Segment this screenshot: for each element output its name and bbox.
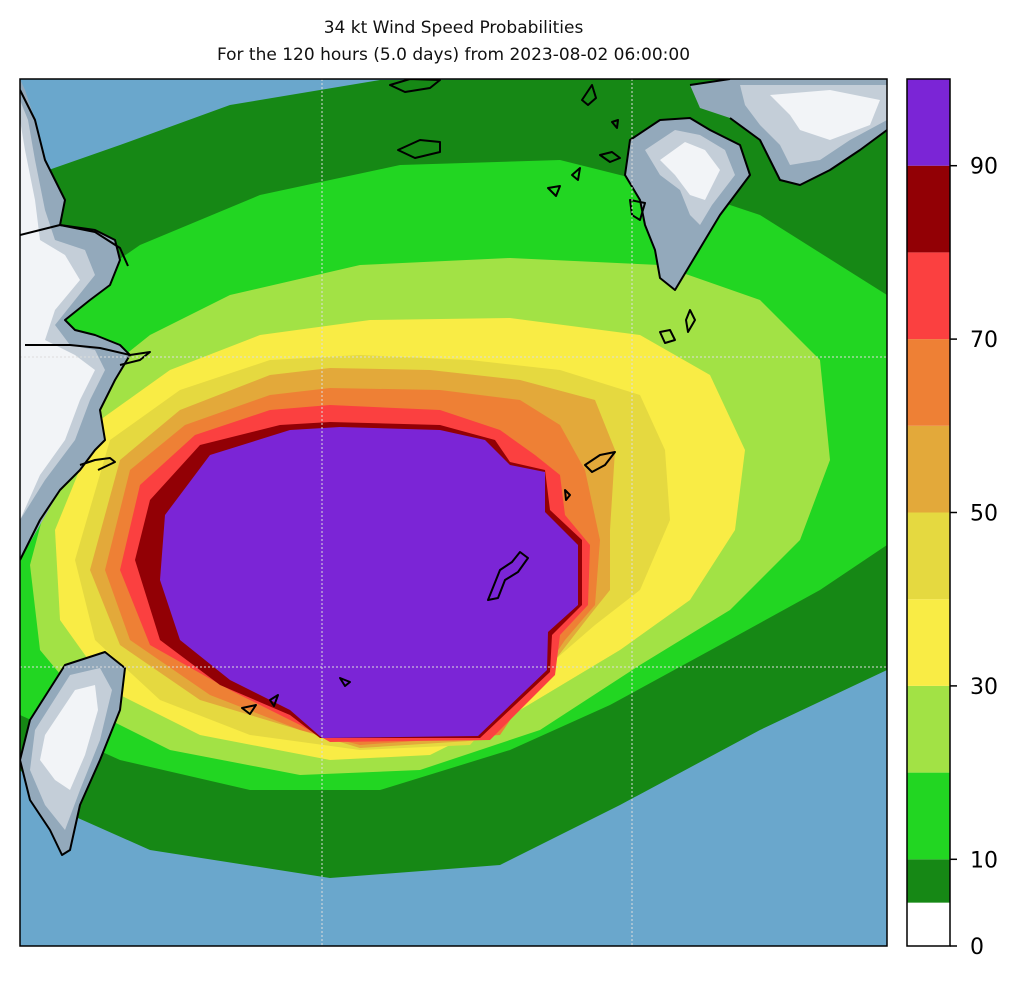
colorbar-band-0-5	[907, 902, 950, 946]
colorbar-ticks: 0 10 30 50 70 90	[950, 155, 998, 960]
coastlines	[20, 79, 887, 856]
land-japan-honshu	[690, 79, 887, 185]
colorbar-tick-label: 90	[970, 155, 998, 180]
colorbar-tick-label: 70	[970, 328, 998, 353]
colorbar-band-50-60	[907, 425, 950, 513]
land-japan-kyushu	[625, 118, 750, 290]
colorbar-bands	[907, 79, 950, 946]
chart-subtitle: For the 120 hours (5.0 days) from 2023-0…	[216, 45, 691, 65]
colorbar-tick-label: 10	[970, 848, 998, 873]
colorbar-band-40-50	[907, 512, 950, 600]
land-china-coast	[20, 79, 130, 560]
colorbar-band-30-40	[907, 599, 950, 686]
colorbar-band-5-10	[907, 859, 950, 903]
colorbar-band-80-90	[907, 165, 950, 253]
colorbar-band-10-20	[907, 772, 950, 860]
colorbar-band-70-80	[907, 252, 950, 340]
land-taiwan	[20, 652, 125, 855]
colorbar-tick-label: 30	[970, 675, 998, 700]
colorbar-tick-label: 0	[970, 935, 984, 960]
map-frame	[19, 78, 888, 947]
colorbar-band-20-30	[907, 685, 950, 773]
prob-band-90-100	[160, 427, 578, 738]
colorbar-tick-label: 50	[970, 502, 998, 527]
colorbar-band-60-70	[907, 339, 950, 426]
colorbar-band-90-100	[907, 79, 950, 166]
map-gridlines	[20, 79, 887, 946]
chart-title: 34 kt Wind Speed Probabilities	[323, 18, 584, 38]
